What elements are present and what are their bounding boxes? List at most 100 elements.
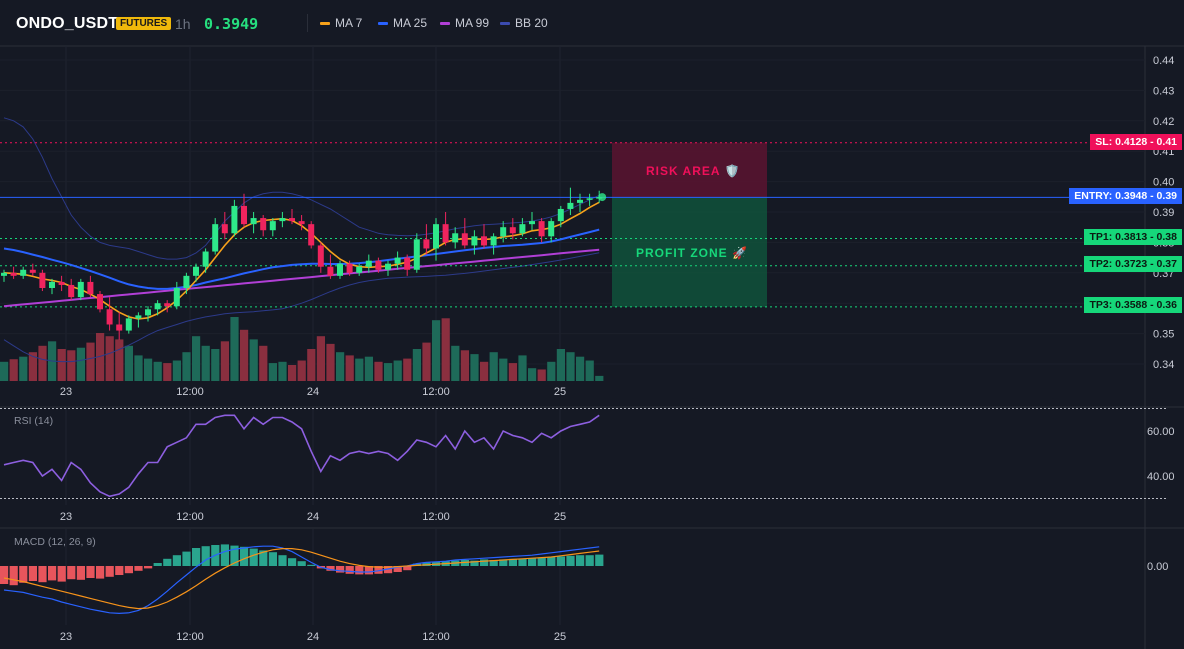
macd-histogram-bar xyxy=(384,566,393,574)
macd-histogram-bar xyxy=(268,552,277,566)
volume-bar xyxy=(403,358,412,381)
volume-bar xyxy=(432,320,441,381)
candle-body xyxy=(145,309,151,316)
macd-histogram-bar xyxy=(326,566,335,571)
macd-histogram-bar xyxy=(86,566,95,578)
candle-body xyxy=(433,224,439,249)
volume-bar xyxy=(134,355,143,381)
risk-area-label: RISK AREA 🛡️ xyxy=(646,164,741,178)
volume-bar xyxy=(240,329,249,381)
candle-body xyxy=(519,224,526,234)
candle-body xyxy=(1,272,7,276)
volume-bar xyxy=(105,336,114,381)
volume-bar xyxy=(19,356,28,381)
volume-bar xyxy=(364,356,373,381)
macd-histogram-bar xyxy=(57,566,66,582)
candle-body xyxy=(68,284,75,298)
volume-bar xyxy=(268,363,277,381)
volume-bar xyxy=(172,360,181,381)
volume-bar xyxy=(451,345,460,381)
candle-body xyxy=(452,233,459,243)
macd-histogram-bar xyxy=(470,560,479,566)
candle-body xyxy=(77,281,84,298)
volume-bar xyxy=(585,360,594,381)
legend-ma25[interactable]: MA 25 xyxy=(378,16,427,30)
macd-histogram-bar xyxy=(566,555,575,566)
macd-histogram-bar xyxy=(374,566,383,574)
macd-histogram-bar xyxy=(220,544,229,566)
candle-body xyxy=(577,199,583,203)
candle-body xyxy=(586,198,593,200)
symbol-title[interactable]: ONDO_USDT xyxy=(16,15,119,32)
candle-body xyxy=(221,224,228,234)
candle-body xyxy=(212,224,219,252)
volume-bar xyxy=(355,358,364,381)
volume-bar xyxy=(278,361,287,381)
tp2-level-tag: TP2: 0.3723 - 0.37 xyxy=(1084,256,1182,272)
legend-bb20[interactable]: BB 20 xyxy=(500,16,548,30)
macd-histogram-bar xyxy=(19,566,28,583)
macd-histogram-bar xyxy=(364,566,373,575)
legend-label: BB 20 xyxy=(515,16,548,30)
candle-body xyxy=(538,221,545,237)
tp3-level-tag: TP3: 0.3588 - 0.36 xyxy=(1084,297,1182,313)
candle-body xyxy=(317,245,324,267)
volume-bar xyxy=(249,339,258,381)
candle-body xyxy=(567,202,574,209)
macd-histogram-bar xyxy=(480,559,489,566)
volume-bar xyxy=(192,336,201,381)
candle-body xyxy=(279,218,286,222)
legend-label: MA 99 xyxy=(455,16,490,30)
macd-histogram-bar xyxy=(67,566,76,580)
volume-bar xyxy=(412,349,421,381)
time-axis-label: 23 xyxy=(60,386,72,398)
legend-ma7[interactable]: MA 7 xyxy=(320,16,362,30)
volume-bar xyxy=(470,354,479,381)
volume-bar xyxy=(115,339,124,381)
candle-body xyxy=(423,239,430,249)
macd-line xyxy=(3,545,600,615)
volume-bar xyxy=(384,363,393,381)
candle-body xyxy=(327,266,334,276)
macd-histogram-bar xyxy=(0,566,9,584)
legend-ma99[interactable]: MA 99 xyxy=(440,16,489,30)
macd-histogram-bar xyxy=(105,566,114,577)
volume-bar xyxy=(144,358,153,381)
rsi-tick-label: 60.00 xyxy=(1147,426,1175,438)
candle-body xyxy=(154,303,161,310)
ma99-line xyxy=(3,248,600,308)
time-axis-label: 25 xyxy=(554,511,566,523)
candle-body xyxy=(231,205,238,234)
candle-body xyxy=(106,309,113,325)
macd-histogram-bar xyxy=(489,560,498,566)
time-axis-label: 12:00 xyxy=(176,631,204,643)
candle-body xyxy=(298,221,305,225)
risk-area-zone xyxy=(612,142,767,198)
macd-histogram-bar xyxy=(172,555,181,566)
candle-body xyxy=(481,236,487,246)
macd-histogram-bar xyxy=(153,563,162,566)
candle-body xyxy=(442,224,449,243)
volume-bar xyxy=(556,349,565,381)
macd-histogram-bar xyxy=(585,555,594,566)
candle-body xyxy=(548,221,555,237)
volume-bar xyxy=(124,345,133,381)
candle-body xyxy=(29,269,36,273)
macd-histogram-bar xyxy=(297,561,306,566)
volume-bar xyxy=(96,333,105,381)
legend-swatch xyxy=(378,21,388,25)
time-axis-label: 12:00 xyxy=(422,631,450,643)
sl-level-tag: SL: 0.4128 - 0.41 xyxy=(1090,134,1182,150)
macd-histogram-bar xyxy=(28,566,37,581)
candle-body xyxy=(557,208,564,222)
macd-histogram-bar xyxy=(460,560,469,566)
timeframe-label[interactable]: 1h xyxy=(175,16,191,32)
candle-body xyxy=(509,227,516,234)
candle-body xyxy=(193,266,199,276)
volume-bar xyxy=(528,368,537,381)
macd-histogram-bar xyxy=(182,551,191,566)
tp1-level-tag: TP1: 0.3813 - 0.38 xyxy=(1084,229,1182,245)
bb-upper-line xyxy=(3,117,600,260)
macd-histogram-bar xyxy=(547,557,556,566)
